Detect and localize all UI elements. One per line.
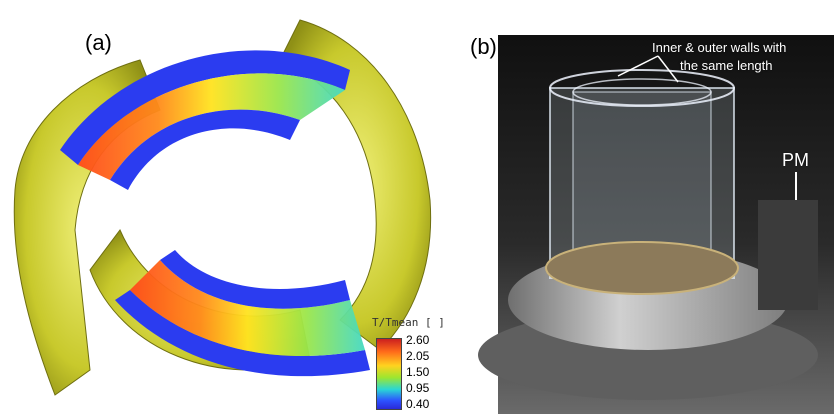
annotation-walls-line2: the same length [680,58,773,73]
colorbar-tick: 0.95 [406,381,430,395]
colorbar-title: T/Tmean [ ] [372,316,445,329]
burner-ring [545,241,739,295]
colorbar-tick: 1.50 [406,365,430,379]
inner-wall-band-top [110,109,300,190]
annotation-walls-line1: Inner & outer walls with [652,40,787,55]
pm-stand [758,200,818,310]
panel-label-a: (a) [85,30,112,55]
inner-glass-cylinder [572,91,712,263]
colorbar-tick-max: 2.60 [406,333,430,347]
outer-wall-band-bottom [115,290,370,377]
arrow-outer-wall [617,55,659,77]
colorbar-tick-min: 0.40 [406,397,430,411]
temperature-field-top [78,73,345,180]
arrow-inner-wall [657,55,679,83]
outer-cylinder-rim [549,69,735,107]
experimental-rig-photo [478,35,834,414]
colorbar [376,338,402,410]
inner-cylinder-rim [572,78,712,106]
panel-label-b: (b) [470,34,497,59]
annulus-centre [190,150,310,260]
annotation-pm: PM [782,150,809,170]
panel-a-cfd-visualization: (a) T/Tmean [ ] 2.60 2.05 1.50 0.95 0.40 [13,19,445,411]
outer-wall-band-top [60,50,350,165]
inner-wall-band-bottom [160,250,350,309]
panel-b-photo: Inner & outer walls with the same length… [458,0,834,414]
colorbar-tick: 2.05 [406,349,430,363]
temperature-field-bottom [130,260,365,357]
annular-combustor-cutaway [13,19,432,396]
